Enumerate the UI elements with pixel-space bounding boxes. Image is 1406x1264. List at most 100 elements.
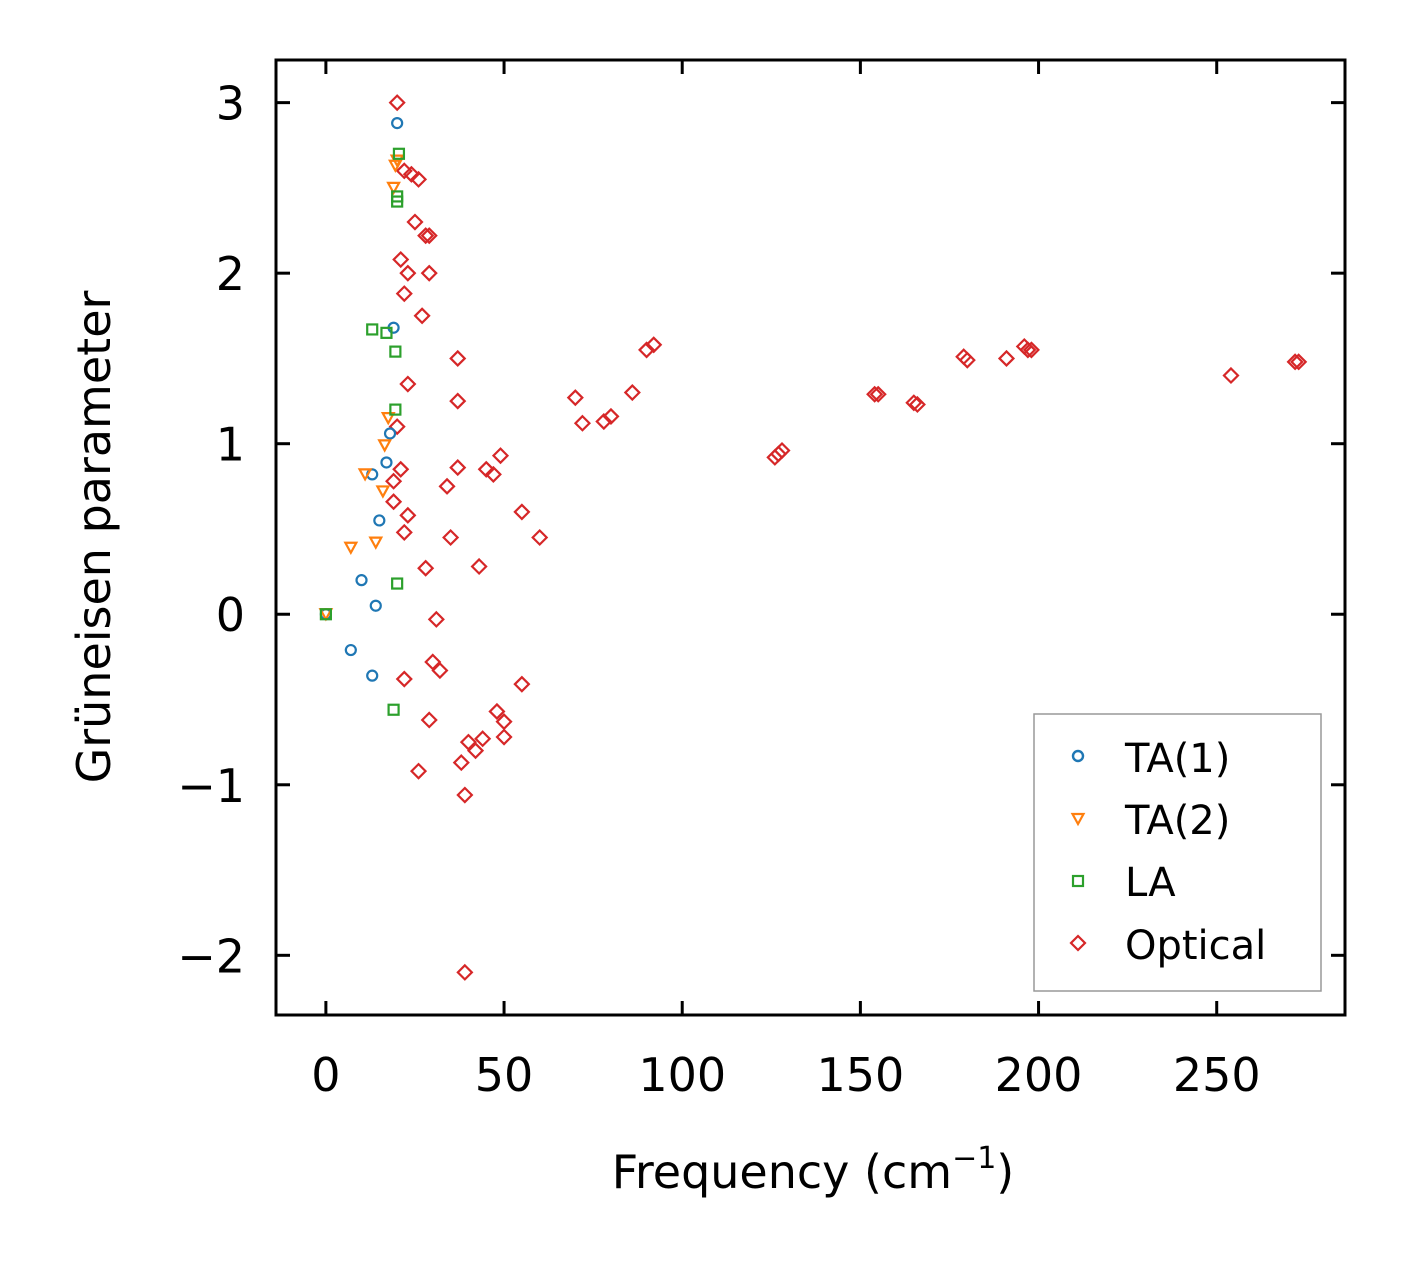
x-tick-labels: 0 50 100 150 200 250 [311,1048,1260,1102]
point-circle [373,514,386,527]
point-diamond [866,385,884,403]
point-diamond [424,653,442,671]
point-diamond [495,728,513,746]
point-diamond [417,559,435,577]
point-circle [391,116,404,130]
x-tick-label: 50 [475,1048,534,1102]
point-triangle [375,485,391,499]
point-diamond [420,264,438,282]
point-diamond [392,250,410,269]
x-tick-label: 200 [995,1048,1083,1102]
point-diamond [409,762,428,780]
point-square [366,323,379,336]
point-triangle [389,154,405,168]
point-diamond [385,493,403,511]
legend: TA(1) TA(2) LA Optical [1033,713,1322,992]
point-diamond [406,213,424,231]
y-tick-label: −2 [177,929,245,983]
point-diamond [456,963,474,981]
point-diamond [531,528,549,547]
point-diamond [402,165,420,183]
point-diamond [908,395,926,414]
point-diamond [409,170,428,188]
legend-label-ta2: TA(2) [1124,798,1230,844]
y-tick-label: 0 [216,588,245,642]
point-square [319,608,332,621]
point-square [389,345,402,358]
point-diamond [413,307,431,325]
point-triangle [368,536,384,550]
point-square [391,577,404,590]
point-diamond [452,754,470,772]
legend-marker-diamond [1069,934,1087,952]
point-diamond [388,94,406,112]
point-diamond [645,336,663,354]
point-square [391,190,404,203]
point-triangle [386,181,401,196]
series-ta-2 [318,154,405,622]
point-diamond [470,557,488,576]
point-diamond [958,351,976,369]
x-tick-label: 100 [638,1048,726,1102]
x-axis-title-end: ) [996,1145,1014,1199]
y-tick-label: 2 [216,247,245,301]
point-diamond [869,385,887,403]
point-diamond [1222,366,1240,385]
point-diamond [449,349,467,367]
point-diamond [488,702,506,721]
legend-item-ta1: TA(1) [1071,736,1230,782]
y-axis-title: Grüneisen parameter [67,290,121,783]
point-square [392,147,406,160]
legend-item-optical: Optical [1069,923,1266,969]
point-diamond [438,477,456,495]
point-diamond [427,610,445,628]
axis-ticks [276,60,1345,1015]
point-triangle [343,541,359,556]
point-diamond [449,459,467,477]
point-triangle [357,468,373,482]
point-diamond [773,441,791,460]
data-marks [318,94,1308,981]
point-triangle [377,439,393,453]
point-circle [366,669,379,682]
point-diamond [399,375,417,393]
point-diamond [442,528,460,547]
legend-label-optical: Optical [1125,923,1266,969]
point-diamond [1019,341,1037,359]
y-tick-labels: 3 2 1 0 −1 −2 [177,77,245,984]
point-diamond [431,661,449,680]
point-diamond [491,447,510,465]
point-diamond [456,786,474,804]
point-triangle [380,412,396,426]
point-diamond [513,675,531,693]
x-axis-title-main: Frequency (cm [612,1145,952,1199]
point-diamond [459,733,477,751]
point-diamond [417,227,435,245]
point-diamond [769,445,787,463]
point-diamond [399,506,417,524]
point-diamond [420,711,438,729]
legend-item-la: LA [1071,860,1176,906]
y-tick-label: −1 [177,759,245,813]
y-tick-label: 3 [216,77,245,131]
point-circle [369,599,382,612]
plot-frame [274,58,1347,1017]
point-diamond [392,460,410,478]
point-circle [355,574,368,587]
point-diamond [395,285,413,303]
x-axis-title: Frequency (cm−1) [612,1141,1015,1199]
legend-marker-square [1071,874,1085,888]
point-circle [344,643,357,657]
point-square [387,703,400,716]
point-diamond [638,341,656,359]
point-diamond [623,383,641,402]
series-ta-1 [319,116,404,682]
point-diamond [602,407,620,425]
x-tick-label: 150 [816,1048,904,1102]
point-diamond [595,412,613,431]
point-diamond [566,389,584,407]
point-diamond [1286,353,1304,371]
point-diamond [484,465,502,483]
point-diamond [399,264,417,282]
